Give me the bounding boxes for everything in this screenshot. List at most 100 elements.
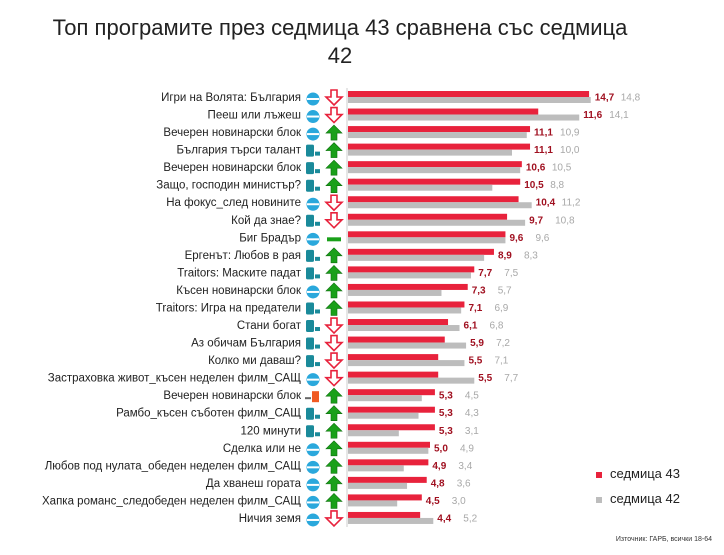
arrow-down-icon — [324, 334, 344, 352]
channel-nova-icon — [306, 92, 320, 106]
channel-btv-icon — [306, 249, 320, 262]
arrow-down-icon — [324, 510, 344, 528]
channel-nova-icon — [306, 443, 320, 457]
data-label-week43: 5,9 — [470, 338, 484, 349]
data-label-week43: 7,7 — [478, 268, 492, 279]
bar-week42 — [348, 360, 465, 367]
data-label-week42: 4,5 — [465, 391, 479, 402]
bar-week43 — [348, 354, 439, 361]
data-label-week43: 4,4 — [437, 513, 451, 524]
arrow-down-icon — [324, 106, 344, 124]
data-label-week42: 7,5 — [504, 268, 518, 279]
channel-nova-icon — [306, 460, 320, 474]
category-label: Стани богат — [237, 320, 302, 332]
data-label-week42: 10,0 — [560, 145, 580, 156]
arrow-up-icon — [325, 422, 343, 439]
channel-btv-icon — [306, 425, 320, 438]
bar-week42 — [348, 342, 467, 349]
btv-logo-b — [306, 425, 314, 438]
legend-swatch — [596, 496, 602, 503]
arrow-up-icon — [325, 440, 343, 457]
bar-week42 — [348, 254, 485, 261]
legend-item-week42: седмица 42 — [596, 491, 680, 506]
arrow-down-icon — [324, 317, 344, 335]
bar-week42 — [348, 447, 429, 454]
category-label: Колко ми даваш? — [208, 355, 301, 367]
bar-week42 — [348, 219, 526, 226]
data-label-week43: 8,9 — [498, 250, 512, 261]
channel-btv-icon — [306, 355, 320, 368]
data-label-week43: 5,3 — [439, 426, 453, 437]
arrow-up-icon — [325, 264, 343, 281]
data-label-week43: 9,7 — [529, 215, 543, 226]
arrow-down-icon — [324, 369, 344, 387]
bar-week42 — [348, 184, 493, 191]
data-label-week43: 10,4 — [536, 198, 556, 209]
bar-week42 — [348, 377, 475, 384]
bar-week42 — [348, 132, 527, 139]
btv-logo-tv — [315, 186, 320, 191]
data-label-week42: 8,3 — [524, 250, 538, 261]
legend-item-week43: седмица 43 — [596, 466, 680, 481]
legend-label: седмица 43 — [610, 466, 680, 481]
data-label-week42: 10,9 — [560, 128, 580, 139]
channel-nova-icon — [306, 285, 320, 299]
btv-logo-b — [306, 162, 314, 175]
btv-logo-b — [306, 267, 314, 280]
nova-logo-mark — [307, 448, 319, 451]
btv-logo-b — [306, 144, 314, 157]
btv-logo-b — [306, 320, 314, 333]
arrow-up-icon — [325, 405, 343, 422]
data-label-week42: 14,1 — [609, 110, 629, 121]
bar-week43 — [348, 476, 427, 483]
data-label-week42: 8,8 — [550, 180, 564, 191]
data-label-week42: 7,7 — [504, 373, 518, 384]
btv-logo-b — [306, 302, 314, 315]
data-label-week42: 11,2 — [562, 198, 581, 209]
bar-week42 — [348, 272, 471, 279]
nova-logo-mark — [307, 203, 319, 206]
data-label-week43: 7,1 — [468, 303, 482, 314]
bar-week43 — [348, 424, 435, 431]
btv-logo-b — [306, 355, 314, 368]
channel-btv-icon — [306, 214, 320, 227]
arrow-up-icon — [325, 300, 343, 316]
arrow-down-icon — [324, 194, 344, 212]
no-change-icon — [327, 237, 341, 242]
nova-logo-mark — [307, 483, 319, 486]
arrow-up-icon — [325, 457, 343, 474]
bar-week42 — [348, 412, 419, 419]
channel-nova-icon — [306, 495, 320, 509]
data-label-week43: 9,6 — [509, 233, 523, 244]
bar-week42 — [348, 325, 460, 332]
bar-week43 — [348, 196, 519, 203]
data-label-week42: 6,9 — [494, 303, 508, 314]
channel-nova-icon — [306, 127, 320, 141]
data-label-week42: 5,2 — [463, 513, 477, 524]
data-label-week42: 4,9 — [460, 443, 474, 454]
bar-week42 — [348, 307, 462, 314]
bar-week42 — [348, 202, 532, 209]
bar-week43 — [348, 511, 421, 518]
data-label-week43: 14,7 — [595, 93, 615, 104]
arrow-up-icon — [325, 282, 343, 299]
bar-week42 — [348, 97, 591, 103]
nova-logo-mark — [307, 466, 319, 469]
bar-week42 — [348, 517, 434, 524]
category-label: Хапка романс_следобеден неделен филм_САЩ — [42, 495, 301, 507]
btv-logo-b — [306, 179, 314, 192]
bar-week42 — [348, 430, 399, 437]
bar-week43 — [348, 301, 465, 308]
data-label-week43: 11,6 — [583, 110, 602, 121]
bar-week43 — [348, 389, 435, 396]
arrow-up-icon — [325, 142, 343, 158]
bar-week43 — [348, 319, 449, 326]
bar-week43 — [348, 283, 468, 290]
arrow-up-icon — [325, 387, 343, 404]
bar-week43 — [348, 248, 494, 255]
category-label: На фокус_след новините — [166, 197, 301, 209]
legend-swatch — [596, 471, 602, 478]
btv-logo-b — [306, 407, 314, 420]
btv-logo-tv — [315, 309, 320, 314]
